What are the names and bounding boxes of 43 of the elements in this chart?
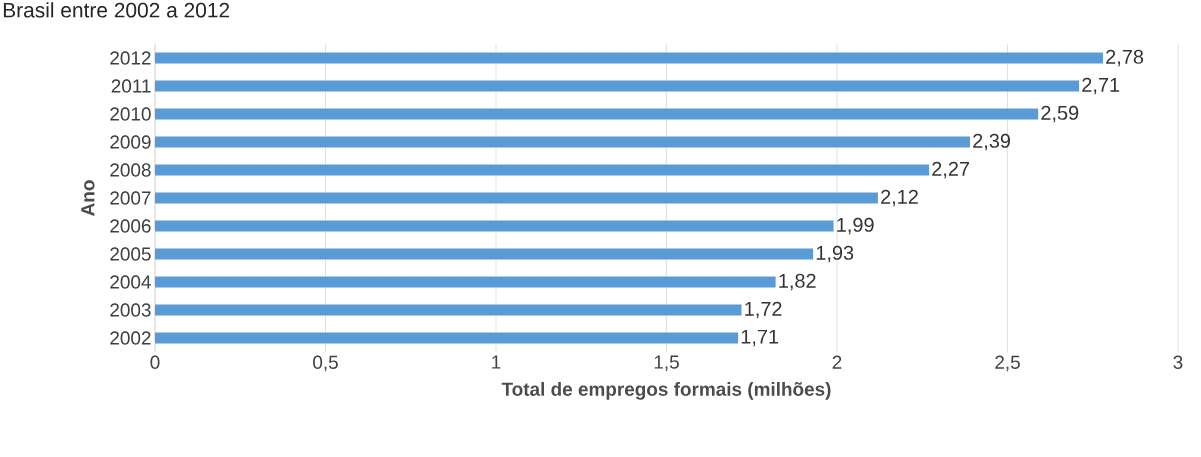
- x-tick-label: 2,5: [995, 355, 1020, 372]
- bar: [155, 136, 970, 148]
- data-label: 2,27: [932, 161, 970, 179]
- data-label: 2,39: [973, 133, 1011, 151]
- y-tick-label: 2010: [110, 107, 151, 121]
- data-label: 1,82: [779, 273, 816, 291]
- data-label: 1,99: [837, 217, 874, 235]
- x-tick-label: 0: [150, 355, 160, 369]
- x-tick-label: 1,5: [654, 355, 679, 371]
- data-label: 2,78: [1106, 49, 1144, 67]
- y-tick-label: 2009: [110, 135, 151, 149]
- data-label: 2,59: [1041, 105, 1079, 123]
- bar: [155, 164, 930, 176]
- data-label: 1,71: [741, 329, 779, 347]
- y-tick-label: 2008: [110, 163, 151, 177]
- bar: [155, 304, 742, 316]
- y-axis-title: Ano: [81, 180, 95, 216]
- x-tick-label: 0,5: [313, 355, 338, 372]
- y-tick-label: 2006: [110, 219, 151, 233]
- y-tick-label: 2007: [110, 191, 151, 205]
- data-label: 1,93: [816, 245, 854, 263]
- chart-title: Brasil entre 2002 a 2012: [3, 2, 230, 18]
- y-tick-label: 2002: [110, 331, 151, 345]
- y-tick-label: 2005: [110, 247, 151, 261]
- bar: [155, 52, 1103, 64]
- bar: [155, 80, 1080, 92]
- y-tick-label: 2011: [111, 79, 151, 93]
- bar: [155, 276, 776, 288]
- x-tick-label: 1: [492, 355, 501, 369]
- y-tick-label: 2004: [110, 275, 151, 289]
- x-tick-label: 2: [832, 355, 842, 369]
- data-label: 2,71: [1082, 77, 1120, 95]
- bar: [155, 332, 739, 344]
- x-tick-label: 3: [1173, 355, 1183, 369]
- bar: [155, 192, 878, 204]
- y-tick-label: 2012: [110, 51, 151, 65]
- data-label: 1,72: [745, 301, 782, 319]
- data-label: 2,12: [881, 189, 918, 207]
- x-axis-title: Total de empregos formais (milhões): [501, 382, 831, 400]
- bar: [155, 220, 834, 232]
- y-tick-label: 2003: [110, 303, 151, 317]
- bar: [155, 248, 814, 260]
- bar: [155, 108, 1039, 120]
